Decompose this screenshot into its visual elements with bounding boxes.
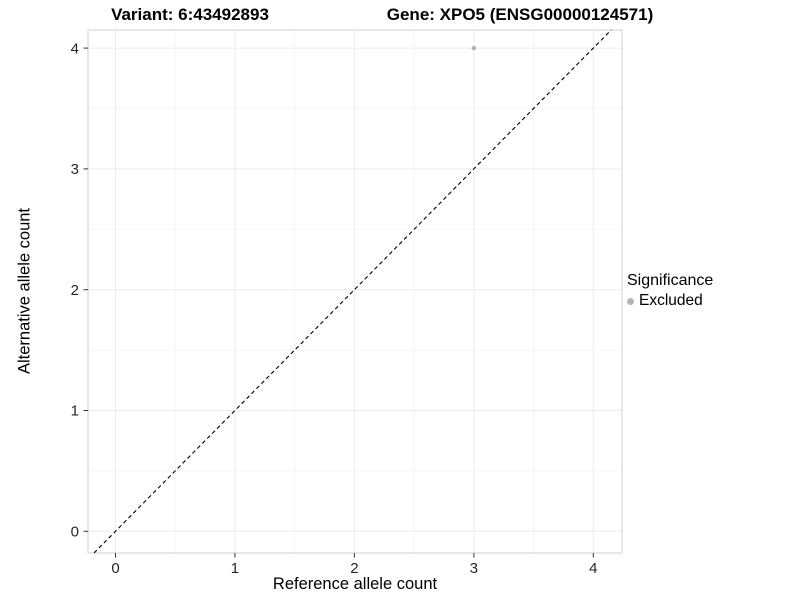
x-tick-label: 4 <box>589 560 597 577</box>
x-tick-label: 0 <box>111 560 119 577</box>
y-tick-label: 1 <box>71 403 79 420</box>
legend-entry-excluded: Excluded <box>627 292 713 310</box>
y-tick-label: 2 <box>71 282 79 299</box>
y-tick-label: 3 <box>71 161 79 178</box>
x-tick-label: 3 <box>470 560 478 577</box>
x-axis-title: Reference allele count <box>272 575 438 593</box>
y-tick-label: 4 <box>71 40 79 57</box>
x-tick-label: 1 <box>231 560 239 577</box>
variant-title: Variant: 6:43492893 <box>111 5 269 24</box>
x-tick-label: 2 <box>350 560 358 577</box>
gene-title: Gene: XPO5 (ENSG00000124571) <box>386 5 654 24</box>
legend-title: Significance <box>627 272 714 289</box>
data-point <box>471 45 477 51</box>
legend: Significance Excluded <box>627 272 713 310</box>
legend-point-marker <box>627 297 634 305</box>
y-axis-title: Alternative allele count <box>15 207 34 375</box>
identity-line <box>93 29 612 554</box>
legend-entry-label: Excluded <box>639 292 703 309</box>
y-tick-label: 0 <box>71 524 79 541</box>
